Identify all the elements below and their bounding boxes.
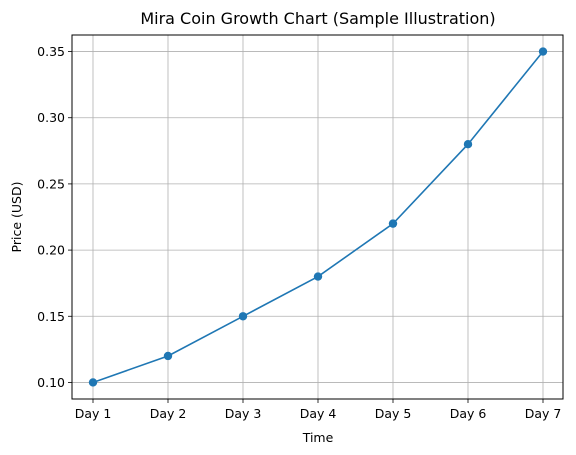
x-tick-label: Day 4 (300, 406, 337, 421)
y-tick-label: 0.35 (37, 44, 65, 59)
x-tick-label: Day 6 (450, 406, 487, 421)
grid-layer (72, 35, 563, 399)
y-tick-label: 0.10 (37, 375, 65, 390)
x-tick-label: Day 7 (525, 406, 562, 421)
x-axis-label: Time (302, 430, 334, 445)
data-point-6 (463, 140, 473, 149)
y-tick-label: 0.15 (37, 309, 65, 324)
x-tick-label: Day 2 (150, 406, 187, 421)
data-point-4 (313, 272, 323, 281)
data-point-7 (538, 47, 548, 56)
x-tick-label: Day 1 (75, 406, 112, 421)
x-tick-label: Day 3 (225, 406, 262, 421)
data-point-5 (388, 219, 398, 228)
data-point-1 (88, 378, 98, 387)
x-tick-label: Day 5 (375, 406, 412, 421)
y-tick-label: 0.25 (37, 176, 65, 191)
chart-title: Mira Coin Growth Chart (Sample Illustrat… (140, 9, 495, 28)
y-axis-label: Price (USD) (9, 182, 24, 253)
y-tick-label: 0.30 (37, 110, 65, 125)
data-point-2 (163, 351, 173, 361)
data-point-3 (238, 312, 248, 321)
plot-frame (71, 34, 564, 400)
y-tick-label: 0.20 (37, 243, 65, 258)
series-layer (88, 47, 548, 387)
tick-layer: Day 1 Day 2 Day 3 Day 4 Day 5 Day 6 Day 7 0.10 0… (37, 44, 561, 421)
